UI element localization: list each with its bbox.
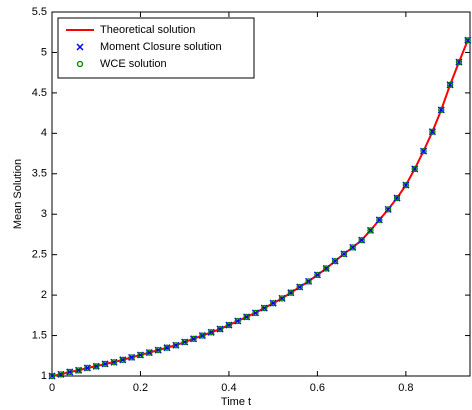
marker-o — [446, 81, 454, 88]
legend-label: Theoretical solution — [100, 24, 195, 36]
marker-o — [216, 325, 224, 333]
marker-o — [225, 321, 233, 329]
x-tick-label: 0.4 — [221, 382, 236, 394]
marker-o — [66, 368, 73, 376]
legend-swatch — [76, 60, 84, 68]
marker-o — [57, 371, 64, 378]
marker-o — [146, 349, 153, 356]
marker-o — [340, 250, 348, 258]
marker-o — [128, 354, 135, 361]
marker-o — [234, 317, 241, 325]
x-tick-label: 0.8 — [398, 382, 413, 394]
y-tick-label: 2.5 — [32, 249, 47, 261]
marker-o — [172, 342, 180, 349]
marker-o — [376, 216, 383, 224]
marker-o — [199, 332, 206, 339]
y-tick-label: 1.5 — [32, 329, 47, 341]
marker-o — [296, 283, 303, 291]
marker-o — [84, 364, 91, 372]
legend-swatch — [76, 43, 84, 51]
marker-o — [119, 356, 126, 363]
marker-o — [429, 128, 436, 135]
marker-o — [278, 295, 286, 302]
y-tick-label: 2 — [41, 289, 47, 301]
legend-label: Moment Closure solution — [100, 41, 222, 53]
y-tick-label: 1 — [41, 370, 47, 382]
marker-o — [48, 372, 56, 380]
y-tick-label: 5 — [41, 46, 47, 58]
marker-o — [252, 309, 259, 317]
marker-o — [208, 329, 215, 336]
marker-o — [402, 181, 410, 189]
marker-o — [110, 359, 118, 366]
marker-o — [464, 37, 471, 44]
marker-o — [137, 351, 144, 359]
marker-o — [101, 360, 109, 368]
marker-o — [438, 106, 445, 114]
marker-o — [385, 206, 392, 213]
legend-label: WCE solution — [100, 58, 167, 70]
marker-o — [181, 338, 188, 346]
marker-o — [190, 335, 197, 342]
y-tick-label: 5.5 — [32, 6, 47, 18]
x-tick-label: 0.6 — [310, 382, 325, 394]
marker-o — [331, 257, 339, 265]
marker-o — [270, 300, 277, 307]
x-tick-label: 0.2 — [133, 382, 148, 394]
x-axis-label: Time t — [221, 396, 251, 408]
marker-o — [367, 227, 374, 234]
marker-o — [420, 147, 427, 155]
marker-o — [314, 271, 321, 279]
marker-o — [93, 363, 100, 370]
marker-o — [411, 165, 418, 173]
marker-o — [358, 236, 365, 244]
marker-o — [243, 313, 250, 321]
marker-o — [323, 265, 330, 272]
marker-o — [305, 278, 312, 285]
marker-o — [75, 367, 82, 374]
y-tick-label: 4.5 — [32, 87, 47, 99]
y-axis-label: Mean Solution — [12, 159, 24, 229]
y-tick-label: 3 — [41, 208, 47, 220]
marker-o — [261, 304, 268, 312]
x-tick-label: 0 — [49, 382, 55, 394]
marker-o — [455, 59, 463, 66]
y-tick-label: 4 — [41, 127, 47, 139]
marker-o — [349, 244, 356, 251]
marker-o — [163, 344, 171, 351]
y-tick-label: 3.5 — [32, 168, 47, 180]
marker-o — [393, 194, 401, 202]
legend-box — [57, 17, 255, 79]
marker-o — [155, 346, 162, 354]
marker-o — [287, 289, 295, 296]
